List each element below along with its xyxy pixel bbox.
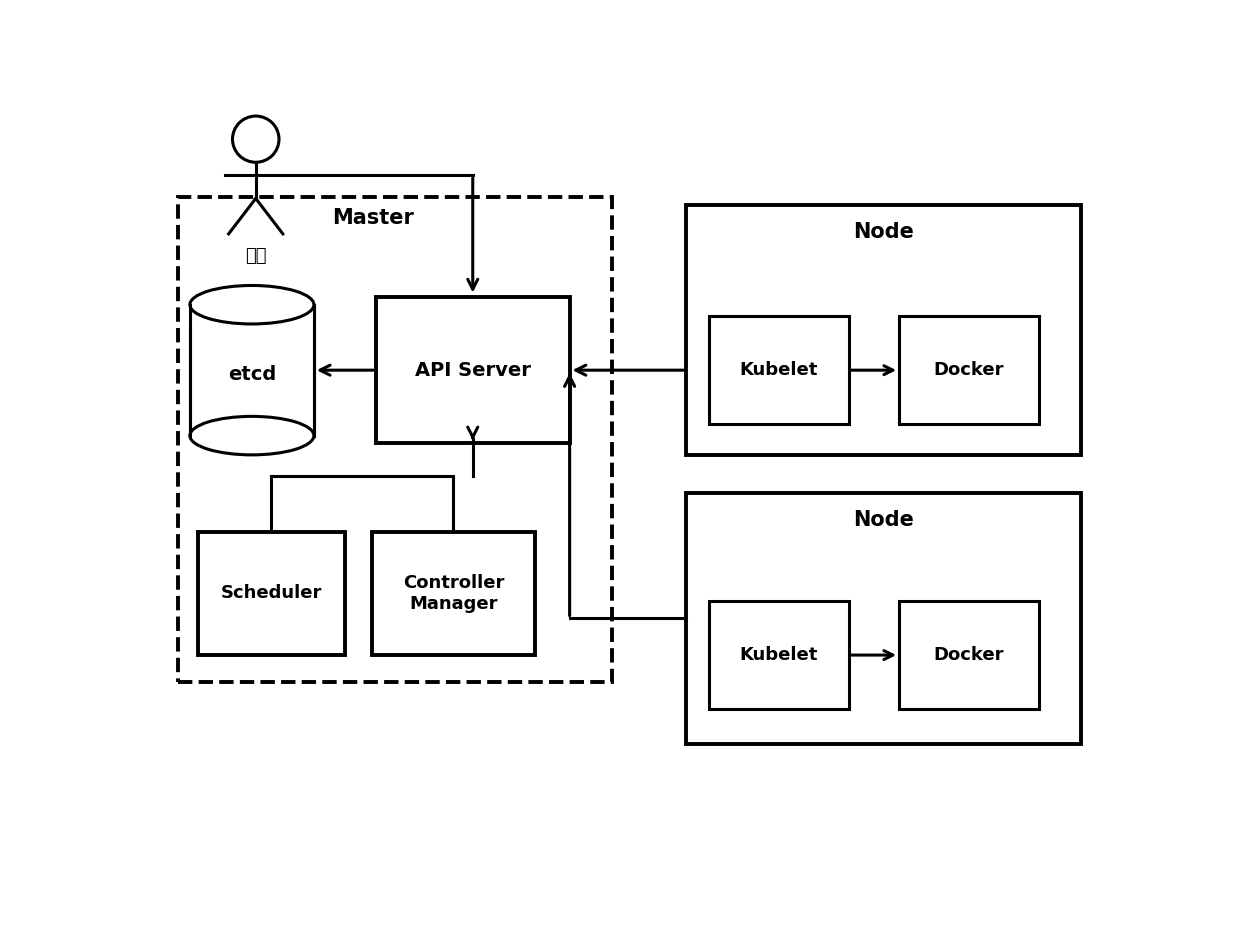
Text: Node: Node [853, 222, 914, 242]
Text: Kubelet: Kubelet [740, 361, 818, 379]
Text: Master: Master [332, 209, 414, 228]
Bar [686, 205, 1081, 455]
Text: Docker: Docker [934, 361, 1004, 379]
Bar [899, 317, 1039, 424]
Bar [899, 601, 1039, 709]
Text: API Server: API Server [415, 360, 531, 379]
Bar [376, 297, 569, 444]
Text: Kubelet: Kubelet [740, 647, 818, 664]
Text: etcd: etcd [228, 365, 277, 384]
Bar [188, 303, 315, 325]
Bar [709, 317, 848, 424]
Text: Controller
Manager: Controller Manager [403, 574, 505, 612]
Bar [179, 197, 613, 682]
Ellipse shape [190, 416, 314, 455]
Text: Scheduler: Scheduler [221, 585, 322, 603]
Bar [709, 601, 848, 709]
Text: 用户: 用户 [246, 247, 267, 265]
Text: Node: Node [853, 510, 914, 530]
Bar [197, 532, 345, 655]
Bar [686, 493, 1081, 743]
Ellipse shape [190, 285, 314, 324]
Text: Docker: Docker [934, 647, 1004, 664]
Bar [372, 532, 534, 655]
